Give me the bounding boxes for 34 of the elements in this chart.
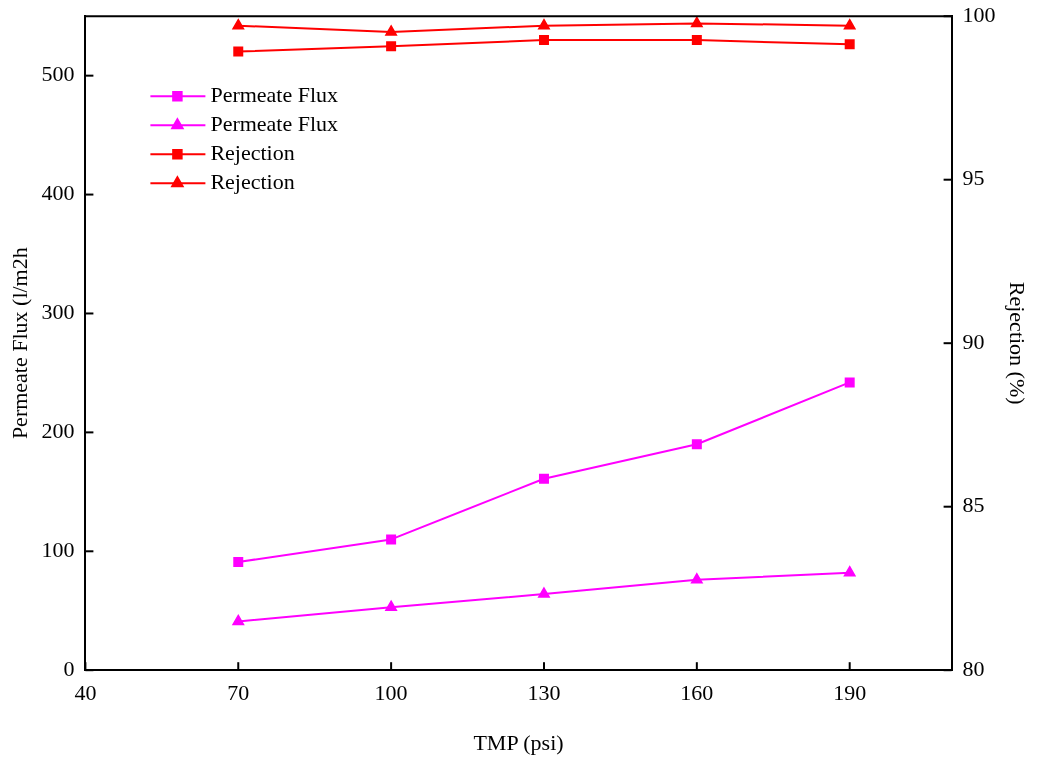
point [538,587,550,598]
point [844,377,855,388]
point [232,614,245,626]
y-tick-label: 400 [41,180,75,206]
point [843,565,856,577]
y2-tick-label: 80 [962,655,985,681]
point [233,557,244,567]
x-tick-label: 130 [527,680,561,706]
y-tick-label: 100 [41,537,75,563]
legend-label: Permeate Flux [210,81,339,107]
y-tick-label: 500 [41,61,75,87]
legend-label: Permeate Flux [210,110,339,136]
legend-label: Rejection [210,139,295,165]
x-tick-label: 40 [74,680,97,706]
point [386,534,397,545]
y2-tick-label: 85 [962,492,985,518]
x-tick-label: 190 [833,680,867,706]
y-tick-label: 200 [41,418,75,444]
x-tick-label: 70 [227,680,250,706]
point [385,600,398,611]
y2-axis-title: Rejection (%) [1005,281,1031,405]
point [691,439,702,450]
y-tick-label: 0 [63,655,75,681]
x-tick-label: 160 [680,680,714,706]
y2-tick-label: 100 [962,1,996,27]
x-axis-title: TMP (psi) [473,729,564,755]
y-axis-title: Permeate Flux (l/m2h [6,247,32,440]
y2-tick-label: 95 [962,165,985,191]
x-tick-label: 100 [374,680,408,706]
legend-label: Rejection [210,168,295,194]
point [538,473,549,484]
point [690,573,703,584]
y-tick-label: 300 [41,299,75,325]
y2-tick-label: 90 [962,328,985,354]
